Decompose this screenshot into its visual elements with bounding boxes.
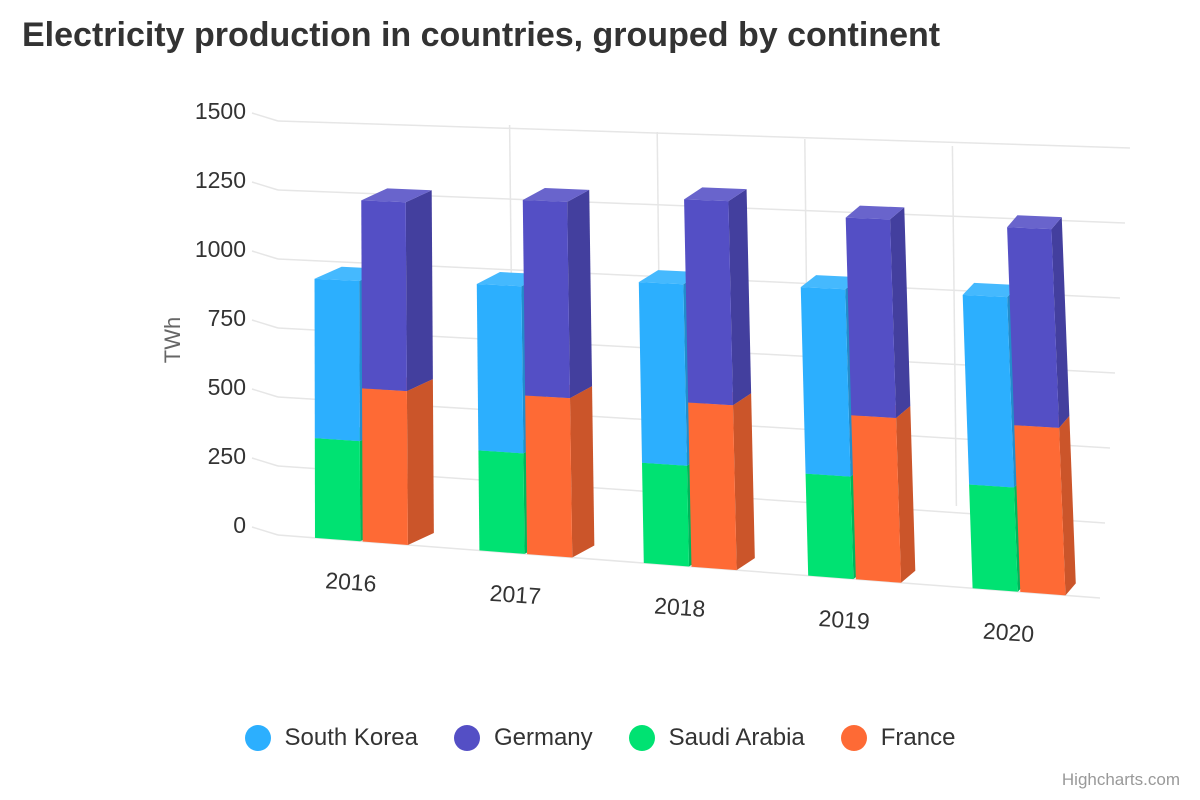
x-tick-label: 2017 xyxy=(489,580,542,610)
legend-label: Saudi Arabia xyxy=(668,724,805,751)
grid-line xyxy=(277,120,1131,149)
x-axis-labels: 2016 2017 2018 2019 2020 xyxy=(325,567,1035,647)
legend-marker-icon xyxy=(244,725,271,751)
y-tick-label: 0 xyxy=(233,512,246,538)
legend-item-germany[interactable]: Germany xyxy=(453,724,593,752)
legend-item-saudi-arabia[interactable]: Saudi Arabia xyxy=(628,724,805,752)
legend-label: South Korea xyxy=(284,724,418,751)
legend-label: France xyxy=(880,724,956,751)
legend: South Korea Germany Saudi Arabia France xyxy=(0,724,1200,752)
bars xyxy=(314,187,1076,596)
y-tick-label: 250 xyxy=(208,443,246,469)
chart-title: Electricity production in countries, gro… xyxy=(22,16,941,54)
legend-marker-icon xyxy=(628,725,655,751)
bar-france-2017[interactable] xyxy=(525,383,595,558)
y-tick-label: 750 xyxy=(208,305,246,331)
y-axis: 0 250 500 750 1000 1250 1500 xyxy=(195,98,246,538)
legend-item-south-korea[interactable]: South Korea xyxy=(244,724,418,752)
legend-label: Germany xyxy=(493,724,593,751)
y-tick-label: 1250 xyxy=(195,167,246,193)
x-tick-label: 2020 xyxy=(982,618,1035,648)
bar-germany-2018[interactable] xyxy=(684,187,752,406)
bar-germany-2020[interactable] xyxy=(1007,215,1070,428)
bar-france-2016[interactable] xyxy=(362,376,434,545)
legend-marker-icon xyxy=(840,725,867,751)
credits-link[interactable]: Highcharts.com xyxy=(1061,770,1180,789)
x-tick-label: 2019 xyxy=(818,605,871,635)
legend-marker-icon xyxy=(453,725,480,751)
bar-germany-2019[interactable] xyxy=(845,205,911,419)
y-tick-label: 500 xyxy=(208,374,246,400)
y-tick-label: 1000 xyxy=(195,236,246,262)
bar-germany-2017[interactable] xyxy=(522,187,593,399)
bar-france-2019[interactable] xyxy=(851,403,916,583)
legend-item-france[interactable]: France xyxy=(840,724,956,752)
y-axis-title: TWh xyxy=(160,317,185,363)
x-tick-label: 2018 xyxy=(653,592,706,622)
bar-germany-2016[interactable] xyxy=(361,188,433,392)
bar-france-2020[interactable] xyxy=(1014,413,1076,596)
bar-france-2018[interactable] xyxy=(688,390,755,571)
x-tick-label: 2016 xyxy=(325,567,378,597)
y-tick-label: 1500 xyxy=(195,98,246,124)
